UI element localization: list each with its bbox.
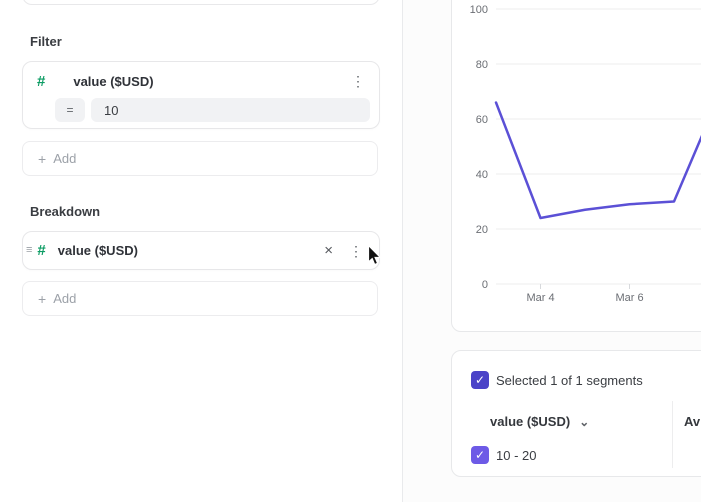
svg-text:Mar 4: Mar 4 (526, 292, 554, 304)
selected-summary: Selected 1 of 1 segments (496, 373, 643, 388)
panel-divider (402, 0, 403, 502)
segments-card: ✓ Selected 1 of 1 segments value ($USD) … (451, 350, 701, 477)
plus-icon: + (38, 290, 47, 307)
filter-value-input[interactable] (91, 98, 370, 122)
filter-heading: Filter (30, 34, 62, 49)
filter-add-button[interactable]: + Add (22, 141, 378, 176)
breakdown-add-label: Add (53, 291, 77, 306)
plus-icon: + (38, 150, 47, 167)
filter-property-name[interactable]: value ($USD) (73, 73, 154, 89)
chevron-down-icon: ⌄ (579, 414, 590, 429)
segment-row-label: 10 - 20 (496, 448, 537, 463)
svg-text:80: 80 (476, 59, 488, 71)
filter-kebab-menu-icon[interactable]: ⋮ (351, 73, 365, 89)
svg-text:Mar 6: Mar 6 (615, 292, 643, 304)
breakdown-add-button[interactable]: + Add (22, 281, 378, 316)
svg-text:40: 40 (476, 169, 488, 181)
drag-handle-icon[interactable]: ≡ (26, 244, 33, 256)
filter-add-label: Add (53, 151, 77, 166)
remove-breakdown-close-icon[interactable]: × (324, 242, 333, 259)
metric-column-header[interactable]: Av (684, 414, 701, 429)
numeric-property-hash-icon: # (37, 242, 46, 259)
breakdown-property-name[interactable]: value ($USD) (57, 243, 138, 258)
numeric-property-hash-icon: # (37, 72, 46, 90)
svg-text:0: 0 (482, 279, 488, 291)
segment-row-checkbox[interactable]: ✓ (471, 446, 489, 464)
svg-text:60: 60 (476, 114, 488, 126)
filter-operator-button[interactable]: = (55, 98, 85, 122)
select-all-segments-checkbox[interactable]: ✓ (471, 371, 489, 389)
svg-text:100: 100 (470, 4, 488, 16)
line-chart[interactable]: 0 20 40 60 80 100 Mar 4 Mar 6 (452, 0, 701, 331)
previous-card-partial (22, 0, 380, 5)
svg-text:20: 20 (476, 224, 488, 236)
check-icon: ✓ (474, 373, 486, 387)
check-icon: ✓ (474, 448, 486, 462)
segment-column-header[interactable]: value ($USD) ⌄ (490, 414, 589, 429)
breakdown-heading: Breakdown (30, 204, 101, 219)
segment-column-label: value ($USD) (490, 414, 571, 429)
filter-card: # value ($USD) ⋮ = (22, 61, 380, 129)
breakdown-card: ≡ # value ($USD) × ⋮ (22, 231, 380, 270)
chart-card: 0 20 40 60 80 100 Mar 4 Mar 6 (451, 0, 701, 332)
breakdown-kebab-menu-icon[interactable]: ⋮ (349, 242, 363, 259)
column-divider (672, 401, 673, 468)
